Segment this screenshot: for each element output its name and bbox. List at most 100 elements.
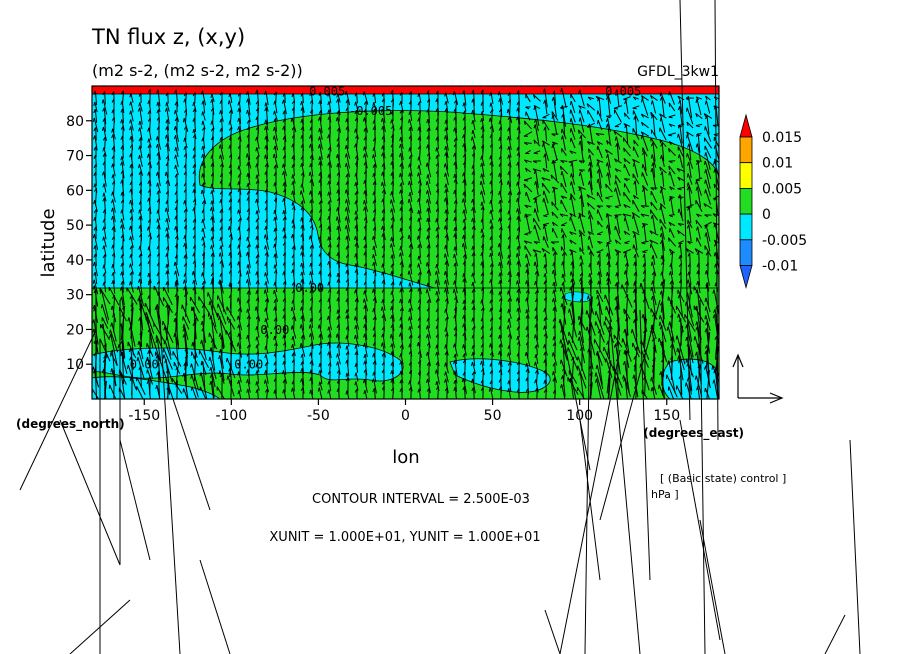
vector-head-40: [102, 136, 106, 141]
vector-1622: [517, 307, 521, 321]
vector-1426: [462, 378, 468, 394]
vector-head-2339: [705, 321, 708, 326]
vector-head-449: [210, 146, 214, 151]
vector-584: [247, 144, 251, 160]
vector-1134: [390, 199, 396, 213]
vector-head-378: [192, 117, 195, 122]
vector-head-29: [93, 339, 97, 344]
vector-1707: [544, 153, 548, 169]
vector-head-480: [219, 118, 222, 123]
vector-head-753: [291, 126, 295, 131]
vector-head-2263: [687, 252, 691, 257]
vector-head-1653: [525, 269, 528, 274]
vector-head-1991: [615, 251, 619, 256]
vector-head-1479: [480, 233, 484, 238]
vector-1550: [499, 272, 503, 284]
vector-head-1656: [525, 297, 528, 302]
vector-head-1606: [516, 151, 520, 156]
vector-head-568: [236, 297, 239, 302]
vector-1163: [400, 153, 404, 169]
vector-2335: [705, 297, 711, 313]
vector-1273: [428, 227, 430, 239]
vector-1541: [499, 191, 503, 203]
vector-2173: [661, 358, 665, 396]
vector-1509: [490, 209, 494, 221]
vector-1693: [535, 334, 539, 348]
vector-head-1440: [471, 188, 475, 193]
vector-head-492: [219, 226, 223, 231]
vector-1469: [481, 155, 485, 167]
vector-head-12: [93, 187, 97, 192]
vector-head-255: [156, 233, 160, 238]
vector-head-1150: [389, 334, 392, 339]
vector-1671: [533, 139, 541, 147]
vector-head-586: [245, 153, 248, 158]
vector-head-1564: [498, 385, 502, 390]
vector-head-1801: [560, 375, 564, 380]
vector-1030: [364, 180, 368, 196]
vector-head-1887: [587, 235, 590, 240]
vector-head-1250: [417, 316, 421, 321]
vector-1906: [597, 110, 603, 122]
vector-1582: [508, 254, 512, 266]
vector-head-2110: [650, 100, 653, 105]
vector-479: [221, 118, 223, 132]
vector-head-1686: [533, 261, 536, 266]
vector-1098: [381, 181, 387, 195]
vector-head-197: [138, 316, 141, 321]
vector-head-2082: [641, 150, 645, 156]
vector-head-2226: [677, 230, 680, 235]
vector-2261: [686, 248, 694, 254]
vector-26: [93, 319, 99, 345]
vector-head-353: [183, 200, 186, 205]
vector-head-1382: [453, 280, 456, 285]
vector-1059: [374, 137, 376, 149]
vector-head-1414: [462, 260, 466, 265]
vector-1637: [524, 142, 532, 144]
vector-head-198: [139, 331, 143, 335]
vector-head-354: [183, 208, 187, 213]
vector-head-2313: [705, 95, 708, 100]
vector-head-2251: [687, 143, 690, 148]
vector-1845: [579, 172, 585, 186]
vector-head-1089: [381, 92, 385, 97]
vector-head-803: [300, 271, 303, 276]
vector-head-74: [111, 134, 114, 139]
vector-head-2256: [686, 186, 690, 191]
vector-head-264: [154, 305, 157, 311]
vector-1952: [607, 213, 611, 235]
vector-head-561: [237, 236, 241, 241]
vector-head-2234: [677, 294, 681, 299]
vector-head-685: [272, 126, 276, 132]
vector-head-1100: [381, 189, 385, 194]
vector-head-401: [193, 317, 197, 322]
vector-1785: [560, 246, 568, 256]
vector-head-824: [309, 154, 313, 159]
vector-head-979: [345, 325, 349, 330]
vector-1018: [355, 381, 359, 391]
vector-1585: [509, 278, 511, 296]
vector-898: [328, 216, 332, 232]
vector-head-1303: [435, 182, 439, 187]
vector-head-782: [290, 387, 294, 392]
vector-1445: [472, 245, 476, 257]
vector-head-839: [309, 289, 313, 294]
vector-1107: [382, 263, 386, 275]
vector-head-1283: [426, 307, 430, 312]
vector-head-483: [218, 144, 221, 149]
vector-1776: [559, 165, 569, 175]
vector-1078: [373, 308, 377, 320]
vector-1734: [553, 90, 557, 106]
vector-2178: [668, 114, 676, 118]
vector-head-2308: [696, 343, 700, 348]
vector-140: [130, 126, 134, 142]
vector-head-248: [155, 171, 159, 176]
vector-415: [202, 153, 206, 169]
vector-head-1379: [453, 253, 456, 258]
vector-head-300: [163, 326, 166, 331]
vector-head-558: [237, 209, 240, 214]
vector-head-1143: [390, 270, 393, 275]
vector-head-1272: [426, 207, 429, 212]
vector-head-2299: [696, 270, 699, 275]
